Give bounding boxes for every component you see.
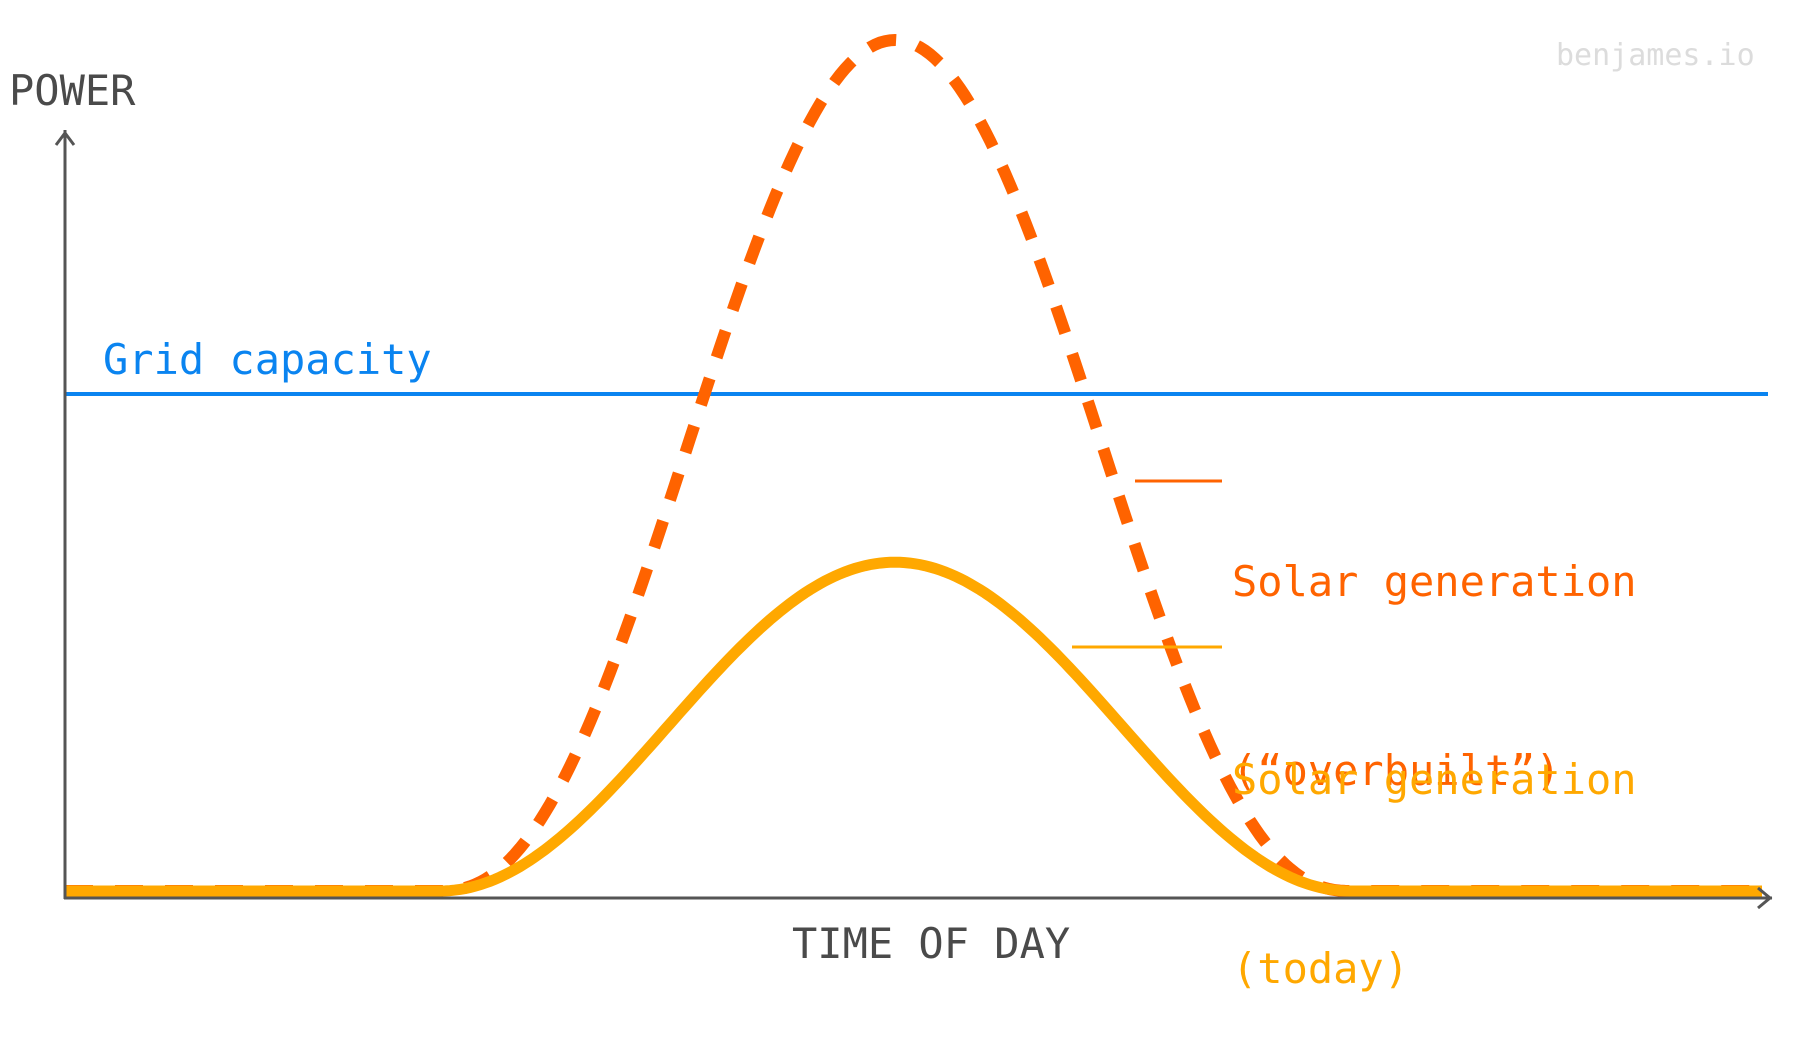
overbuilt-label-line1: Solar generation [1232,557,1637,606]
today-label-line1: Solar generation [1232,755,1637,804]
grid-capacity-label: Grid capacity [103,335,432,384]
y-axis-arrow-icon [54,130,76,146]
today-label-line2: (today) [1232,944,1410,993]
x-axis-arrow-icon [1757,886,1773,910]
watermark: benjames.io [1556,38,1755,73]
x-axis-label: TIME OF DAY [792,919,1071,968]
overbuilt-label-line2: (“overbuilt”) [1232,746,1561,795]
today-solar-curve [65,556,1762,897]
chart-canvas [54,33,1773,910]
y-axis-label: POWER [9,66,136,115]
overbuilt-label: Solar generation (“overbuilt”) [1232,424,1637,865]
overbuilt-solar-curve [65,33,1762,897]
today-label: Solar generation (today) [1232,622,1637,1063]
